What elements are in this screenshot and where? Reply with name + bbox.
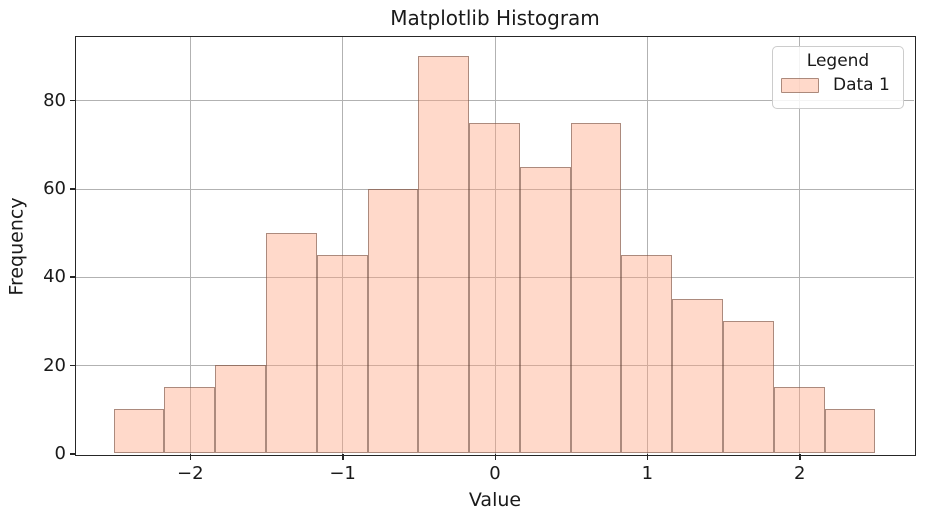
legend-entry: Data 1 — [781, 75, 895, 95]
histogram-bar — [418, 56, 470, 454]
x-gridline — [494, 36, 496, 454]
y-tick-mark — [70, 276, 76, 278]
y-tick-label: 0 — [54, 443, 66, 464]
histogram-bar — [316, 254, 368, 454]
legend-title: Legend — [806, 51, 870, 71]
histogram-bar — [723, 321, 774, 454]
legend-entry-label: Data 1 — [833, 75, 890, 95]
histogram-bar — [164, 387, 216, 454]
x-gridline — [799, 36, 801, 454]
histogram-bar — [773, 387, 825, 454]
histogram-bar — [824, 409, 876, 454]
x-gridline — [646, 36, 648, 454]
x-tick-label: 1 — [641, 463, 654, 484]
histogram-bar — [265, 232, 317, 454]
x-tick-mark — [494, 454, 496, 460]
x-tick-label: 0 — [489, 463, 501, 484]
histogram-bar — [215, 365, 266, 454]
y-tick-label: 60 — [43, 178, 66, 200]
histogram-bar — [570, 122, 622, 454]
histogram-bar — [469, 122, 520, 454]
y-tick-label: 40 — [43, 266, 66, 288]
legend-swatch-icon — [781, 77, 819, 93]
x-tick-mark — [646, 454, 649, 460]
x-tick-mark — [342, 454, 344, 460]
y-tick-mark — [70, 364, 76, 367]
histogram-bar — [519, 166, 571, 454]
x-tick-mark — [799, 454, 801, 460]
y-tick-label: 20 — [43, 354, 66, 376]
y-tick-label: 80 — [43, 89, 66, 111]
y-tick-mark — [70, 99, 76, 102]
x-tick-label: −2 — [176, 463, 204, 484]
histogram-bar — [367, 188, 419, 454]
y-tick-mark — [70, 453, 76, 455]
x-gridline — [342, 36, 344, 454]
histogram-bar — [113, 409, 165, 454]
x-tick-label: −1 — [329, 463, 356, 484]
legend: Legend Data 1 — [772, 46, 904, 109]
x-gridline — [189, 36, 191, 454]
histogram-bar — [672, 299, 724, 454]
y-tick-mark — [70, 188, 76, 190]
x-tick-label: 2 — [793, 463, 806, 484]
chart-title: Matplotlib Histogram — [390, 6, 600, 30]
histogram-bar — [621, 254, 673, 454]
x-tick-mark — [189, 454, 192, 460]
x-axis-label: Value — [468, 489, 522, 511]
